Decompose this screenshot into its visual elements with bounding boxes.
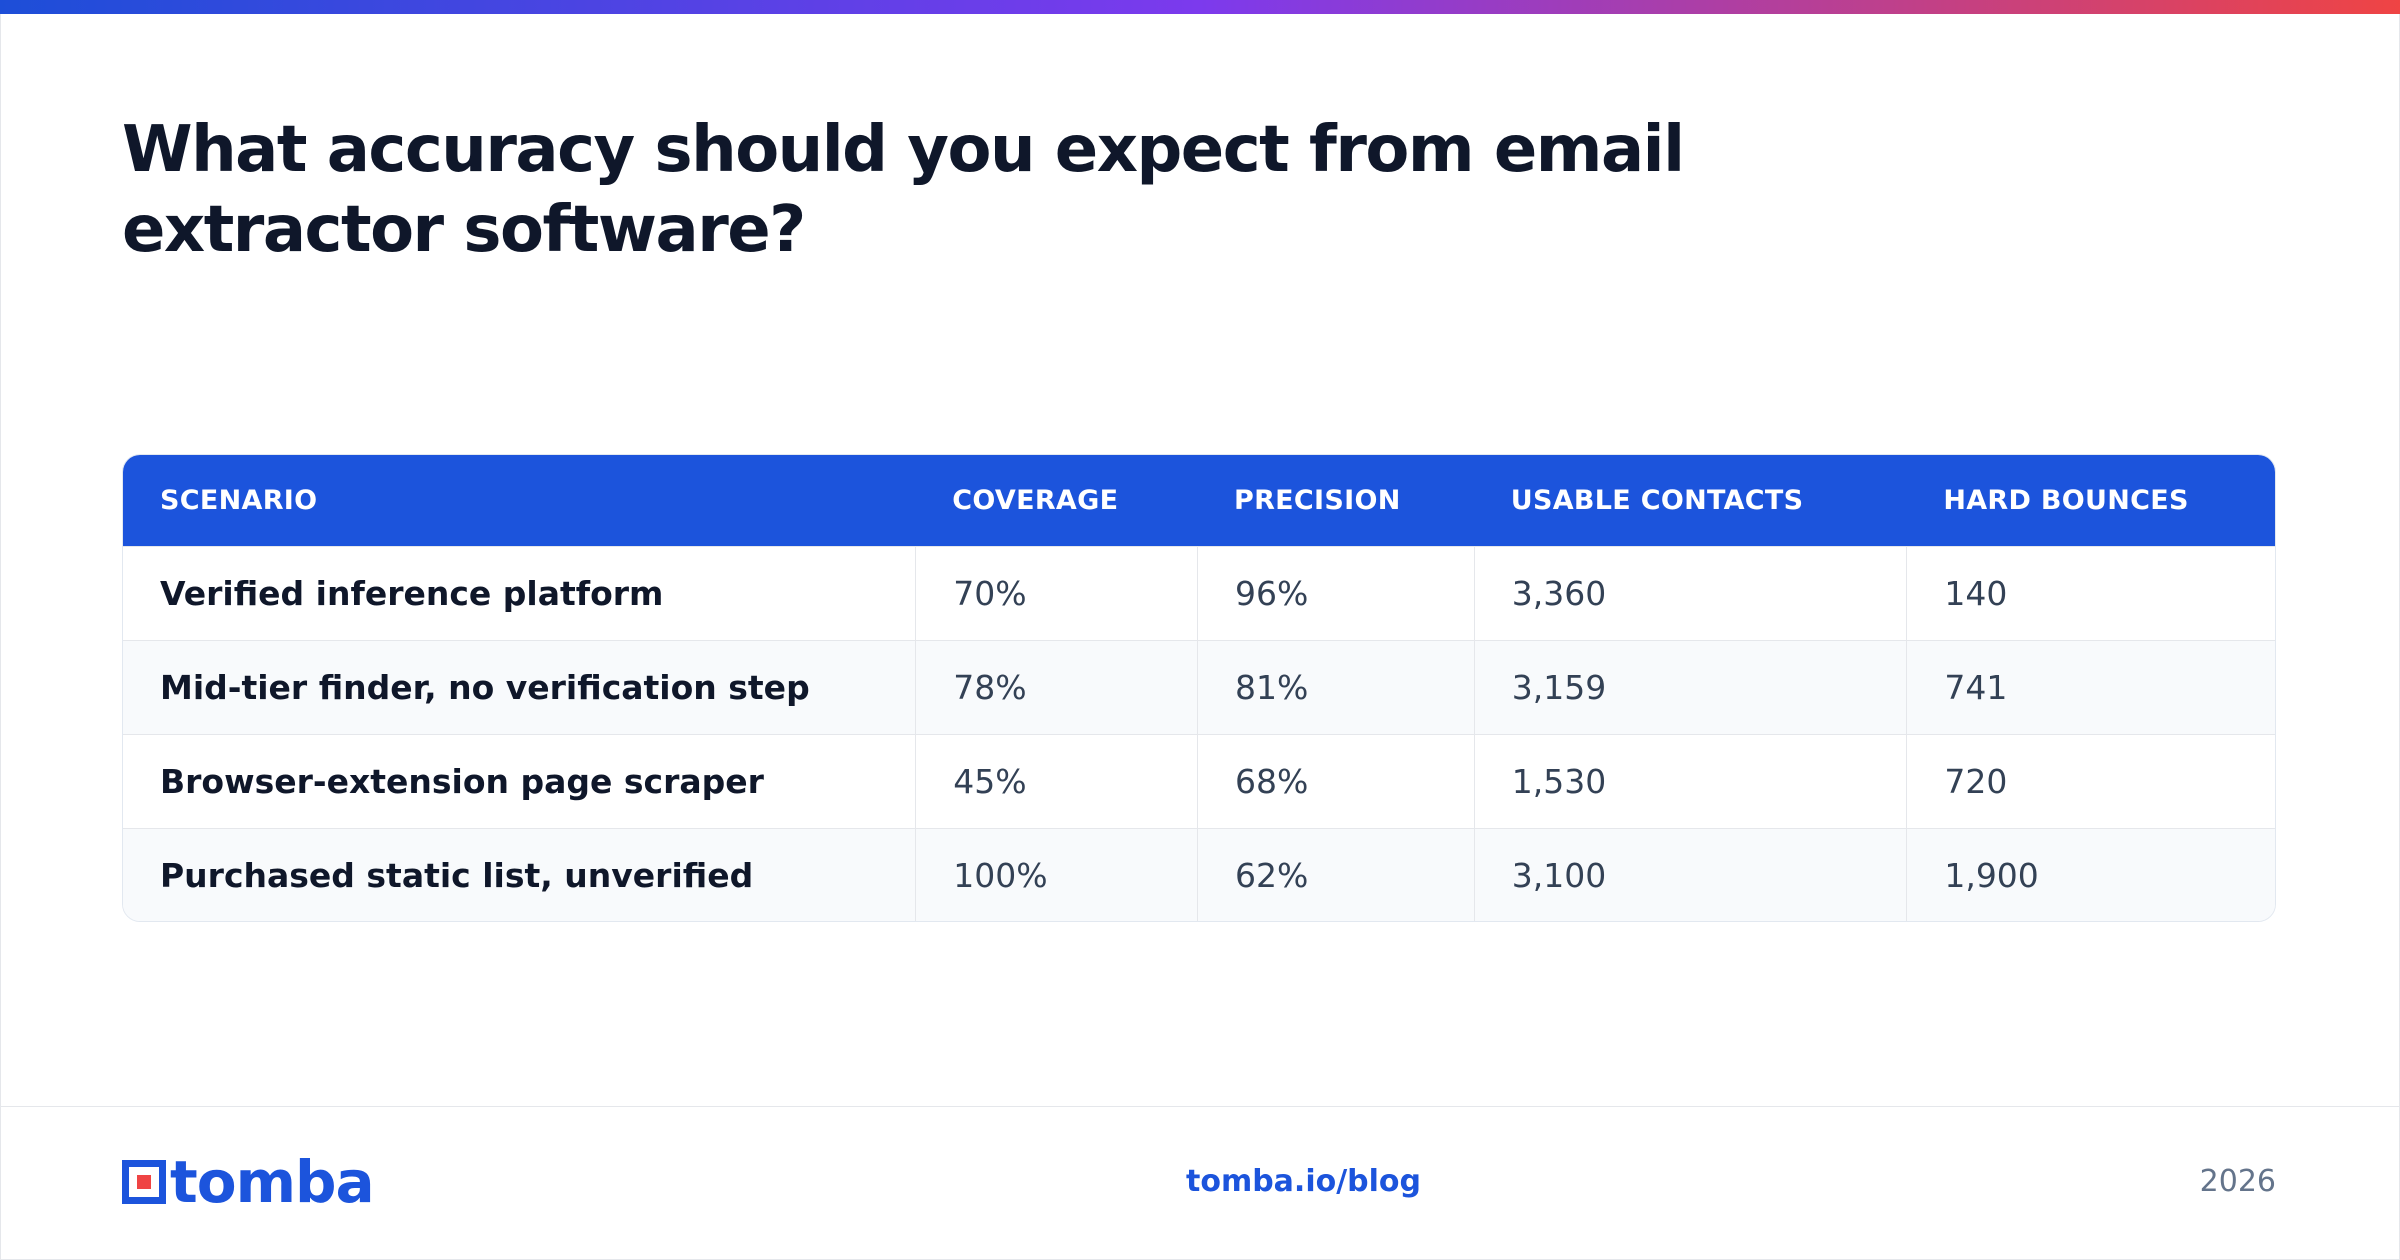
cell-usable-contacts: 3,159 xyxy=(1473,641,1907,734)
table-row: Mid-tier finder, no verification step 78… xyxy=(123,640,2275,734)
cell-precision: 68% xyxy=(1196,735,1474,828)
cell-precision: 62% xyxy=(1196,829,1474,921)
header-precision: PRECISION xyxy=(1233,485,1401,516)
table-row: Purchased static list, unverified 100% 6… xyxy=(123,828,2275,921)
cell-coverage: 78% xyxy=(915,641,1197,734)
cell-scenario: Mid-tier finder, no verification step xyxy=(160,668,810,707)
cell-usable-contacts: 3,360 xyxy=(1473,547,1907,640)
footer-divider xyxy=(0,1106,2400,1107)
cell-scenario: Verified inference platform xyxy=(160,574,664,613)
cell-coverage: 100% xyxy=(915,829,1197,921)
tomba-logo-icon xyxy=(122,1160,166,1204)
blog-link[interactable]: tomba.io/blog xyxy=(1186,1164,1422,1199)
cell-usable-contacts: 1,530 xyxy=(1473,735,1907,828)
cell-coverage: 45% xyxy=(915,735,1197,828)
cell-hard-bounces: 1,900 xyxy=(1906,829,2275,921)
tomba-logo: tomba xyxy=(122,1148,375,1216)
header-usable-contacts: USABLE CONTACTS xyxy=(1510,485,1804,516)
table-header: SCENARIO COVERAGE PRECISION USABLE CONTA… xyxy=(123,455,2275,546)
footer-year: 2026 xyxy=(2199,1164,2276,1199)
table-row: Browser-extension page scraper 45% 68% 1… xyxy=(123,734,2275,828)
comparison-table: SCENARIO COVERAGE PRECISION USABLE CONTA… xyxy=(122,454,2276,922)
cell-usable-contacts: 3,100 xyxy=(1473,829,1907,921)
header-coverage: COVERAGE xyxy=(952,485,1119,516)
cell-precision: 96% xyxy=(1196,547,1474,640)
cell-coverage: 70% xyxy=(915,547,1197,640)
logo-wordmark: tomba xyxy=(170,1148,375,1216)
page-title: What accuracy should you expect from ema… xyxy=(122,113,1685,267)
cell-hard-bounces: 720 xyxy=(1906,735,2275,828)
header-scenario: SCENARIO xyxy=(160,485,318,516)
cell-scenario: Purchased static list, unverified xyxy=(160,856,754,895)
cell-hard-bounces: 140 xyxy=(1906,547,2275,640)
top-gradient-bar xyxy=(0,0,2400,14)
cell-precision: 81% xyxy=(1196,641,1474,734)
cell-scenario: Browser-extension page scraper xyxy=(160,762,764,801)
table-row: Verified inference platform 70% 96% 3,36… xyxy=(123,546,2275,640)
header-hard-bounces: HARD BOUNCES xyxy=(1943,485,2189,516)
cell-hard-bounces: 741 xyxy=(1906,641,2275,734)
